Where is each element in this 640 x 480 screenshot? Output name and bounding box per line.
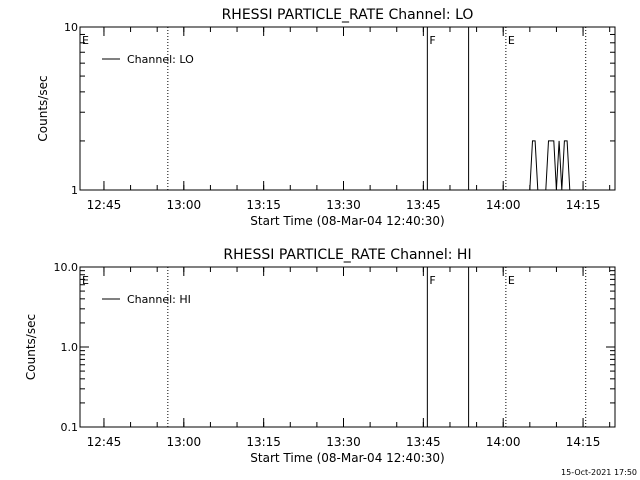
y-tick-label: 10.0 (54, 261, 79, 274)
y-tick-label: 10 (64, 21, 78, 34)
legend-label: Channel: HI (127, 293, 191, 306)
chart-title: RHESSI PARTICLE_RATE Channel: HI (223, 247, 471, 263)
x-tick-label: 13:45 (406, 198, 441, 212)
x-tick-label: 14:15 (566, 198, 601, 212)
y-axis-label: Counts/sec (24, 314, 38, 380)
y-tick-label: 1.0 (61, 341, 79, 354)
x-axis-label: Start Time (08-Mar-04 12:40:30) (250, 451, 444, 465)
x-tick-label: 14:00 (486, 435, 521, 449)
event-marker-label: E (82, 274, 89, 287)
event-marker-label: E (508, 274, 515, 287)
x-tick-label: 13:15 (246, 435, 281, 449)
chart-legend: Channel: LO (102, 53, 194, 66)
event-marker-label: E (508, 34, 515, 47)
x-axis-label: Start Time (08-Mar-04 12:40:30) (250, 214, 444, 228)
x-tick-label: 13:30 (326, 435, 361, 449)
chart-panel-1: RHESSI PARTICLE_RATE Channel: LO 10 1 Count… (36, 7, 616, 228)
event-marker-label: E (82, 34, 89, 47)
x-tick-label: 12:45 (87, 435, 122, 449)
y-tick-label: 1 (71, 184, 78, 197)
x-tick-label: 14:15 (566, 435, 601, 449)
chart-title: RHESSI PARTICLE_RATE Channel: LO (222, 7, 474, 23)
x-tick-label: 13:45 (406, 435, 441, 449)
x-tick-label: 13:00 (167, 198, 202, 212)
event-marker-label: F (429, 34, 435, 47)
x-tick-label: 13:30 (326, 198, 361, 212)
x-tick-label: 13:15 (246, 198, 281, 212)
y-axis-label: Counts/sec (36, 75, 50, 141)
legend-label: Channel: LO (127, 53, 194, 66)
y-tick-label: 0.1 (61, 421, 79, 434)
chart-legend: Channel: HI (102, 293, 191, 306)
data-series-line (80, 140, 615, 191)
chart-panel-2: RHESSI PARTICLE_RATE Channel: HI 10.0 1.0 0… (24, 247, 616, 465)
x-tick-label: 13:00 (167, 435, 202, 449)
plot-timestamp: 15-Oct-2021 17:50 (561, 468, 637, 477)
x-tick-label: 12:45 (87, 198, 122, 212)
event-marker-label: F (429, 274, 435, 287)
x-tick-label: 14:00 (486, 198, 521, 212)
